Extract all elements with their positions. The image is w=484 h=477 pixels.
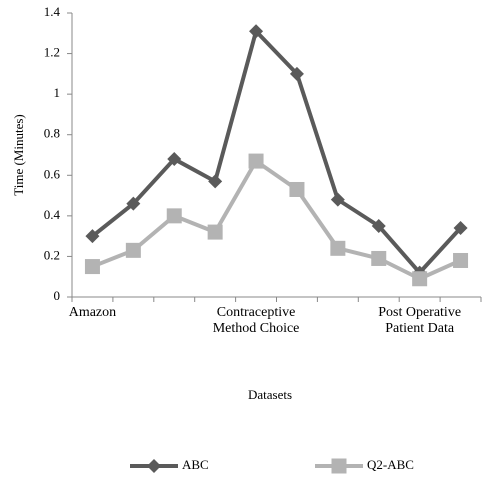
x-tick-label: Amazon bbox=[68, 305, 117, 320]
marker bbox=[84, 259, 100, 275]
marker bbox=[125, 242, 141, 258]
x-tick-label: Contraceptive Method Choice bbox=[212, 305, 300, 336]
marker bbox=[207, 224, 223, 240]
marker bbox=[412, 271, 428, 287]
y-tick-label: 0.6 bbox=[44, 166, 61, 181]
marker bbox=[331, 458, 347, 474]
marker bbox=[208, 174, 223, 189]
y-tick-label: 0.8 bbox=[44, 126, 60, 141]
marker bbox=[330, 240, 346, 256]
x-tick-label: Post Operative Patient Data bbox=[378, 305, 462, 336]
marker bbox=[289, 66, 304, 81]
y-tick-label: 0.4 bbox=[44, 207, 61, 222]
y-tick-label: 1 bbox=[54, 85, 61, 100]
y-tick-label: 1.4 bbox=[44, 4, 61, 19]
y-axis-label: Time (Minutes) bbox=[11, 114, 26, 196]
marker bbox=[126, 196, 141, 211]
marker bbox=[453, 221, 468, 236]
y-tick-label: 0 bbox=[54, 288, 61, 303]
marker bbox=[85, 229, 100, 244]
series-line bbox=[91, 29, 463, 275]
marker bbox=[167, 152, 182, 167]
x-axis-label: Datasets bbox=[248, 387, 292, 402]
legend-label: ABC bbox=[182, 457, 209, 472]
marker bbox=[249, 24, 264, 39]
marker bbox=[248, 153, 264, 169]
marker bbox=[453, 252, 469, 268]
legend-label: Q2-ABC bbox=[367, 457, 414, 472]
marker bbox=[330, 192, 345, 207]
marker bbox=[147, 459, 161, 473]
marker bbox=[371, 250, 387, 266]
series-line bbox=[91, 159, 462, 281]
marker bbox=[166, 208, 182, 224]
y-tick-label: 1.2 bbox=[44, 45, 60, 60]
y-tick-label: 0.2 bbox=[44, 247, 60, 262]
marker bbox=[289, 181, 305, 197]
marker bbox=[371, 219, 386, 233]
